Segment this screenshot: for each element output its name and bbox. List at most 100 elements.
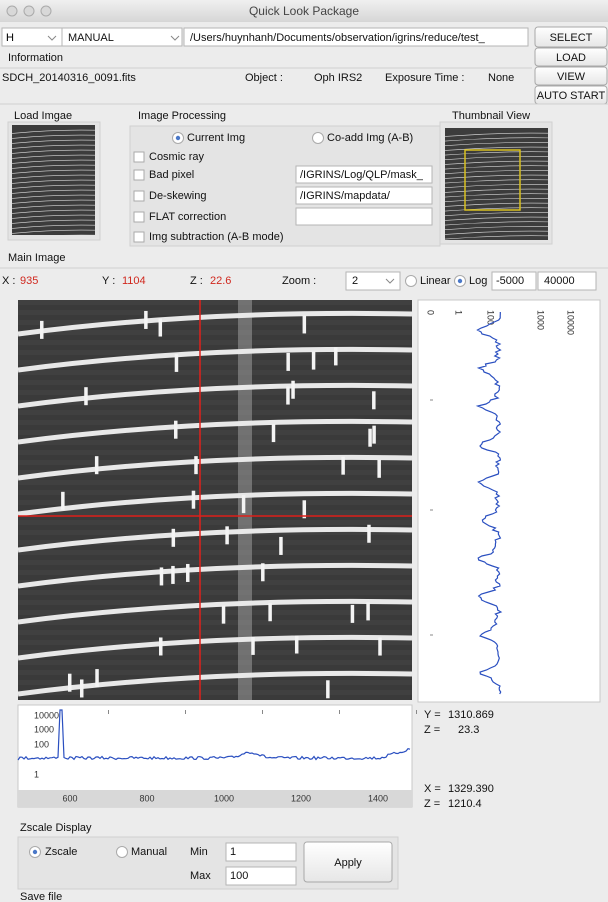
x-value: 935 <box>20 275 38 287</box>
emission-line <box>159 637 163 655</box>
row-noise <box>18 440 412 445</box>
emission-line <box>279 537 283 555</box>
minimize-button[interactable] <box>24 6 34 16</box>
cursor-z-value: 23.3 <box>458 724 479 736</box>
option-label: De-skewing <box>149 190 206 202</box>
zoom-button[interactable] <box>41 6 51 16</box>
main-image-heading: Main Image <box>8 252 65 264</box>
current-img-radio-dot <box>176 136 180 140</box>
emission-line <box>186 564 190 582</box>
emission-line <box>95 669 99 687</box>
emission-line <box>172 529 176 547</box>
mode-value: MANUAL <box>68 32 114 44</box>
emission-line <box>286 387 290 405</box>
cursor-y-label: Y = <box>424 709 441 721</box>
apply-button-label: Apply <box>334 857 362 869</box>
row-noise <box>18 660 412 665</box>
option-path: /IGRINS/mapdata/ <box>300 190 391 202</box>
zoom-value: 2 <box>352 275 358 287</box>
emission-line <box>171 566 175 584</box>
window-title: Quick Look Package <box>249 4 359 18</box>
log-label: Log <box>469 275 487 287</box>
horizontal-profile-y-tick: 10000 <box>34 710 59 720</box>
emission-line <box>61 492 65 510</box>
row-noise <box>18 450 412 455</box>
emission-line <box>368 429 372 447</box>
emission-line <box>261 563 265 581</box>
row-noise <box>18 520 412 525</box>
vertical-profile-tick: 1000 <box>536 310 546 330</box>
close-button[interactable] <box>7 6 17 16</box>
manual-label: Manual <box>131 846 167 858</box>
emission-line <box>312 352 316 370</box>
option-checkbox[interactable] <box>134 170 144 180</box>
horizontal-profile-x-tick: 1000 <box>214 793 234 803</box>
emission-line <box>334 347 338 365</box>
z-value: 22.6 <box>210 275 231 287</box>
min-label: Min <box>190 846 208 858</box>
min-value: -5000 <box>496 275 524 287</box>
zscale-min-value: 1 <box>230 846 236 858</box>
emission-line <box>144 311 148 329</box>
emission-line <box>291 381 295 399</box>
row-noise <box>18 630 412 635</box>
cursor-x-label: X = <box>424 783 441 795</box>
row-noise <box>18 340 412 345</box>
emission-line <box>159 319 163 337</box>
zscale-radio-dot <box>33 850 37 854</box>
emission-line <box>40 321 44 339</box>
option-checkbox[interactable] <box>134 191 144 201</box>
emission-line <box>372 426 376 444</box>
emission-line <box>351 605 355 623</box>
option-checkbox[interactable] <box>134 212 144 222</box>
max-label: Max <box>190 870 211 882</box>
cursor-z-label: Z = <box>424 798 440 810</box>
row-noise <box>18 590 412 595</box>
coadd-img-radio[interactable] <box>313 133 324 144</box>
row-noise <box>18 330 412 335</box>
exposure-value: None <box>488 72 514 84</box>
row-noise <box>18 320 412 325</box>
emission-line <box>286 353 290 371</box>
manual-radio[interactable] <box>117 847 128 858</box>
zscale-min-field[interactable] <box>226 843 296 861</box>
horizontal-profile-y-tick: 100 <box>34 739 49 749</box>
save-file-heading: Save file <box>20 891 62 902</box>
load-image-thumbnail <box>12 125 95 238</box>
vertical-profile <box>418 300 600 702</box>
emission-line <box>194 456 198 474</box>
row-noise <box>18 510 412 515</box>
load-image-heading: Load Imgae <box>14 110 72 122</box>
zscale-label: Zscale <box>45 846 77 858</box>
row-noise <box>18 370 412 375</box>
vertical-profile-tick: 1 <box>454 310 464 315</box>
emission-line <box>372 391 376 409</box>
auto-start-button-label: AUTO START <box>537 90 606 102</box>
emission-line <box>341 457 345 475</box>
current-img-label: Current Img <box>187 132 245 144</box>
linear-radio[interactable] <box>406 276 417 287</box>
option-checkbox[interactable] <box>134 152 144 162</box>
option-checkbox[interactable] <box>134 232 144 242</box>
option-path-field[interactable] <box>296 208 432 225</box>
horizontal-profile-x-tick: 600 <box>62 793 77 803</box>
row-noise <box>18 680 412 685</box>
cursor-z-label: Z = <box>424 724 440 736</box>
option-label: Cosmic ray <box>149 151 205 163</box>
zscale-max-value: 100 <box>230 870 248 882</box>
select-button-label: SELECT <box>550 32 593 44</box>
load-button-label: LOAD <box>556 52 586 64</box>
emission-line <box>80 679 84 697</box>
horizontal-profile-x-tick: 1400 <box>368 793 388 803</box>
thumbnail-heading: Thumbnail View <box>452 110 530 122</box>
image-processing-panel <box>130 126 440 246</box>
emission-line <box>378 638 382 656</box>
emission-line <box>160 567 164 585</box>
cursor-y-value: 1310.869 <box>448 709 494 721</box>
cursor-x-value: 1329.390 <box>448 783 494 795</box>
emission-line <box>366 602 370 620</box>
row-noise <box>18 480 412 485</box>
emission-line <box>192 491 196 509</box>
app-window: Quick Look PackageHHMANUAL/Users/huynhan… <box>0 0 608 902</box>
zoom-label: Zoom : <box>282 275 316 287</box>
